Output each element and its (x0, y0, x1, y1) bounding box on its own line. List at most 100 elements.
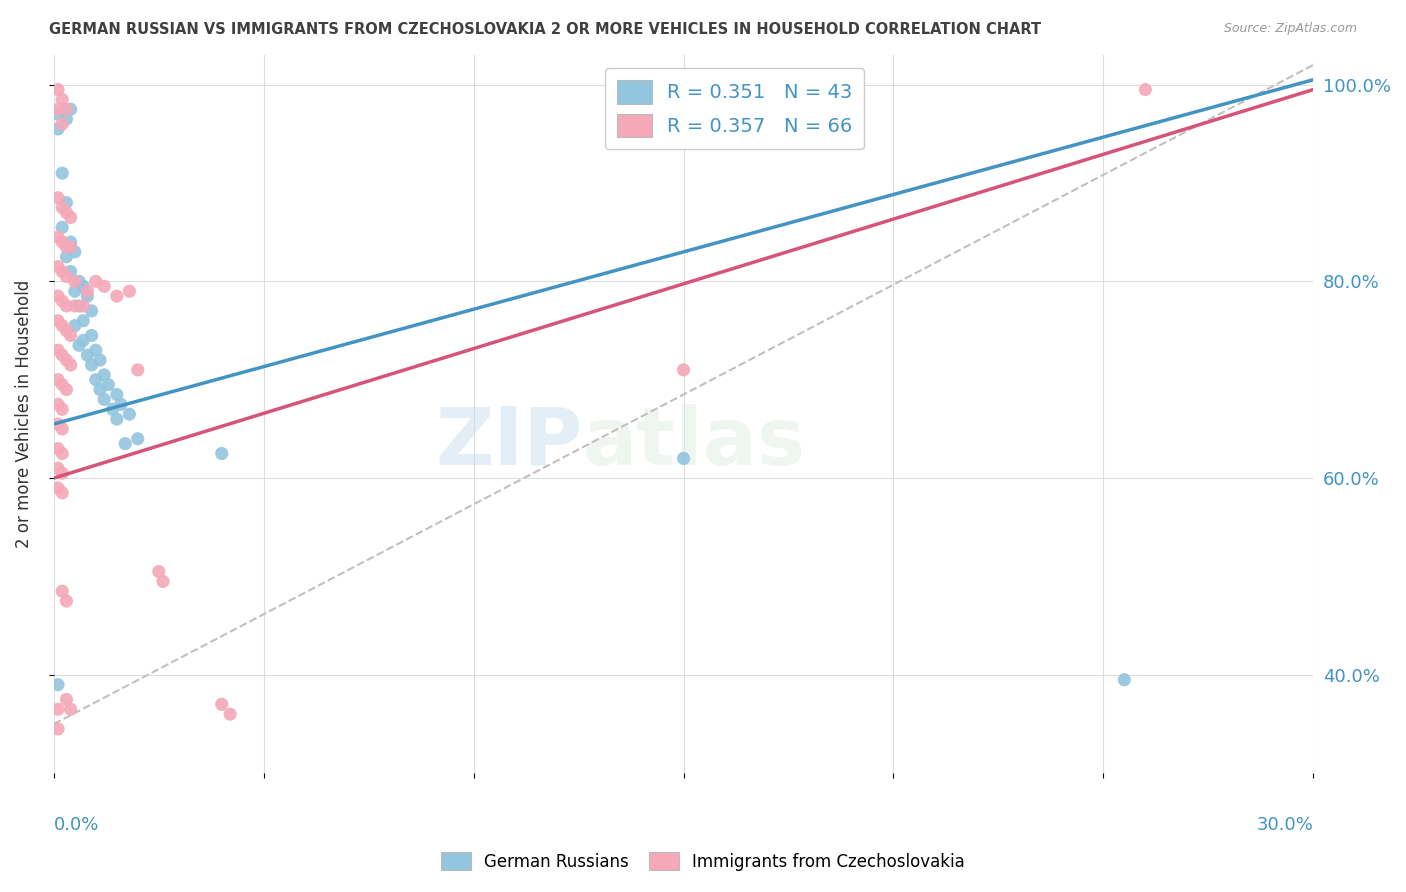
Point (59, 358, 82, 372)
Point (84, 373, 107, 387)
Point (46, 678, 69, 692)
Point (118, 284, 141, 298)
Point (51, 235, 73, 249)
Point (101, 402, 124, 417)
Point (89, 353, 111, 368)
Point (59, 702, 82, 716)
Point (51, 293, 73, 308)
Point (84, 343, 107, 358)
Point (1135, 82, 1157, 96)
Point (1114, 673, 1136, 687)
Point (93, 392, 115, 407)
Point (51, 446, 73, 460)
Point (59, 264, 82, 278)
Point (51, 422, 73, 436)
Point (63, 299, 86, 313)
Point (46, 107, 69, 121)
Point (59, 102, 82, 116)
Point (51, 166, 73, 180)
Point (46, 82, 69, 96)
Point (80, 358, 103, 372)
Point (63, 284, 86, 298)
Point (51, 117, 73, 131)
Point (882, 796, 904, 810)
Point (59, 211, 82, 225)
Point (63, 274, 86, 288)
Point (51, 92, 73, 106)
Point (46, 314, 69, 328)
Point (59, 240, 82, 254)
Point (51, 318, 73, 333)
Point (105, 412, 128, 426)
Point (51, 402, 73, 417)
Point (67, 274, 90, 288)
Point (72, 314, 94, 328)
Point (84, 274, 107, 288)
Point (51, 220, 73, 235)
Point (76, 289, 98, 303)
Point (46, 442, 69, 456)
Point (211, 698, 233, 712)
Point (93, 368, 115, 382)
Point (55, 102, 77, 116)
Point (55, 353, 77, 368)
Point (80, 304, 103, 318)
Legend: German Russians, Immigrants from Czechoslovakia: German Russians, Immigrants from Czechos… (433, 844, 973, 880)
Point (55, 383, 77, 397)
Point (55, 195, 77, 210)
Point (55, 269, 77, 284)
Point (219, 707, 242, 722)
Point (46, 260, 69, 274)
Point (55, 205, 77, 219)
Point (51, 377, 73, 392)
Point (127, 432, 149, 446)
Point (46, 702, 69, 716)
Point (51, 348, 73, 362)
Point (46, 461, 69, 475)
Point (105, 289, 128, 303)
Legend: R = 0.351   N = 43, R = 0.357   N = 66: R = 0.351 N = 43, R = 0.357 N = 66 (605, 69, 865, 149)
Point (63, 244, 86, 259)
Point (55, 299, 77, 313)
Point (51, 201, 73, 215)
Point (152, 574, 174, 589)
Point (46, 481, 69, 495)
Point (46, 722, 69, 736)
Text: ZIP: ZIP (436, 404, 583, 482)
Point (148, 565, 170, 579)
Point (51, 264, 73, 278)
Point (55, 250, 77, 264)
Point (55, 692, 77, 706)
Point (46, 122, 69, 136)
Point (72, 334, 94, 348)
Point (114, 436, 136, 450)
Point (89, 383, 111, 397)
Point (105, 387, 128, 401)
Point (46, 397, 69, 411)
Point (46, 191, 69, 205)
Point (127, 363, 149, 377)
Point (51, 486, 73, 500)
Point (46, 289, 69, 303)
Y-axis label: 2 or more Vehicles in Household: 2 or more Vehicles in Household (15, 280, 32, 549)
Point (51, 584, 73, 599)
Point (55, 324, 77, 338)
Point (59, 328, 82, 343)
Point (672, 451, 695, 466)
Point (46, 373, 69, 387)
Point (97, 377, 120, 392)
Point (76, 348, 98, 362)
Point (80, 328, 103, 343)
Point (72, 299, 94, 313)
Point (76, 284, 98, 298)
Point (67, 299, 90, 313)
Point (51, 466, 73, 480)
Point (55, 594, 77, 608)
Point (55, 112, 77, 126)
Point (46, 230, 69, 244)
Text: 30.0%: 30.0% (1257, 816, 1313, 834)
Point (118, 407, 141, 421)
Point (211, 446, 233, 460)
Point (67, 338, 90, 352)
Text: GERMAN RUSSIAN VS IMMIGRANTS FROM CZECHOSLOVAKIA 2 OR MORE VEHICLES IN HOUSEHOLD: GERMAN RUSSIAN VS IMMIGRANTS FROM CZECHO… (49, 22, 1042, 37)
